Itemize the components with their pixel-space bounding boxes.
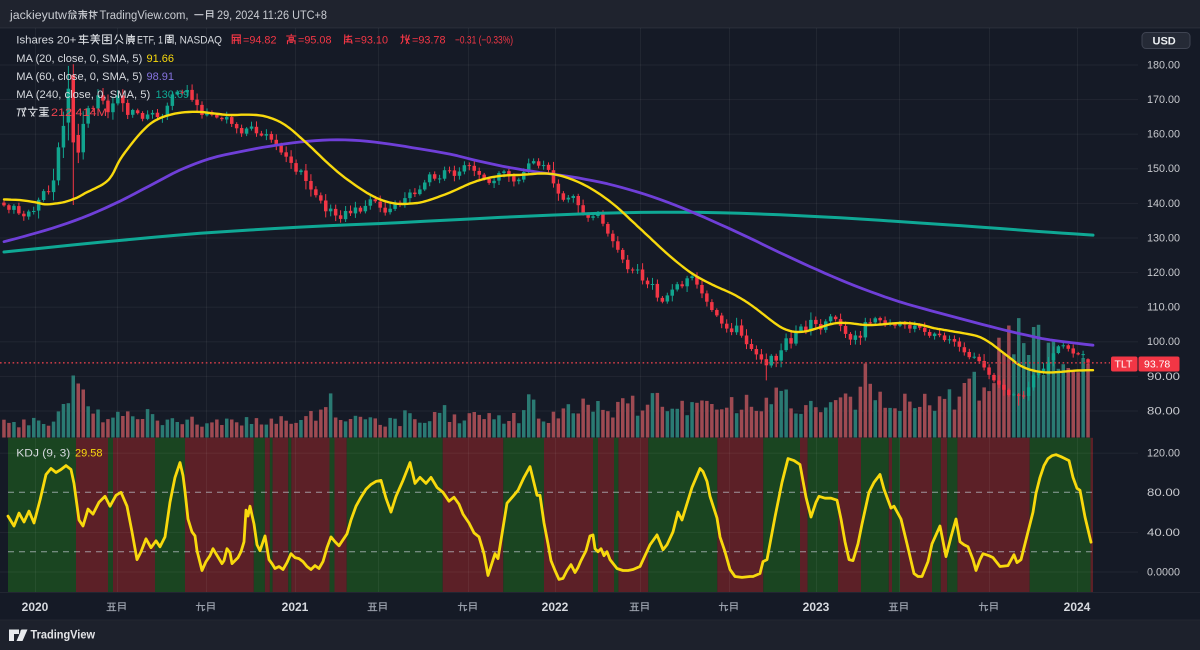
svg-text:MA (20, close, 0, SMA, 5): MA (20, close, 0, SMA, 5) xyxy=(16,53,142,65)
svg-text:=94.82: =94.82 xyxy=(243,34,277,46)
svg-text:MA (60, close, 0, SMA, 5): MA (60, close, 0, SMA, 5) xyxy=(16,71,142,83)
svg-text:80.00: 80.00 xyxy=(1147,487,1180,499)
svg-text:KDJ (9, 3): KDJ (9, 3) xyxy=(16,447,70,459)
svg-text:29.58: 29.58 xyxy=(75,447,103,459)
svg-text:160.00: 160.00 xyxy=(1147,129,1180,141)
svg-text:140.00: 140.00 xyxy=(1147,198,1180,210)
svg-text:110.00: 110.00 xyxy=(1147,302,1180,314)
svg-text:98.91: 98.91 xyxy=(147,71,175,83)
svg-text:USD: USD xyxy=(1153,36,1176,48)
svg-text:130.00: 130.00 xyxy=(1147,232,1180,244)
svg-text:212.414M: 212.414M xyxy=(51,107,107,119)
svg-text:93.78: 93.78 xyxy=(1144,359,1170,371)
svg-text:Ishares 20+: Ishares 20+ xyxy=(16,34,76,46)
svg-text:, NASDAQ: , NASDAQ xyxy=(174,34,222,46)
svg-text:180.00: 180.00 xyxy=(1147,59,1180,71)
svg-text:=95.08: =95.08 xyxy=(298,34,332,46)
svg-text:2021: 2021 xyxy=(282,600,309,614)
svg-text:91.66: 91.66 xyxy=(147,53,175,65)
svg-text:2022: 2022 xyxy=(542,600,569,614)
svg-text:150.00: 150.00 xyxy=(1147,163,1180,175)
svg-text:MA (240, close, 0, SMA, 5): MA (240, close, 0, SMA, 5) xyxy=(16,89,150,101)
svg-text:40.00: 40.00 xyxy=(1147,527,1180,539)
svg-text:0.0000: 0.0000 xyxy=(1147,566,1180,578)
svg-text:120.00: 120.00 xyxy=(1147,448,1180,460)
svg-text:90.00: 90.00 xyxy=(1147,371,1180,383)
svg-text:jackieyutw: jackieyutw xyxy=(9,10,68,22)
svg-text:2024: 2024 xyxy=(1064,600,1091,614)
svg-text:29, 2024 11:26 UTC+8: 29, 2024 11:26 UTC+8 xyxy=(217,10,327,22)
svg-text:TradingView: TradingView xyxy=(31,627,96,641)
svg-text:170.00: 170.00 xyxy=(1147,94,1180,106)
svg-text:=93.10: =93.10 xyxy=(355,34,389,46)
svg-text:120.00: 120.00 xyxy=(1147,267,1180,279)
svg-text:TradingView.com,: TradingView.com, xyxy=(100,10,189,22)
svg-text:2020: 2020 xyxy=(22,600,49,614)
svg-text:100.00: 100.00 xyxy=(1147,336,1180,348)
svg-text:130.69: 130.69 xyxy=(156,89,190,101)
svg-text:TLT: TLT xyxy=(1115,359,1133,371)
svg-text:=93.78: =93.78 xyxy=(412,34,446,46)
svg-text:ETF, 1: ETF, 1 xyxy=(137,34,163,46)
svg-text:80.00: 80.00 xyxy=(1147,405,1180,417)
svg-text:−0.31 (−0.33%): −0.31 (−0.33%) xyxy=(455,34,513,46)
svg-text:2023: 2023 xyxy=(803,600,830,614)
